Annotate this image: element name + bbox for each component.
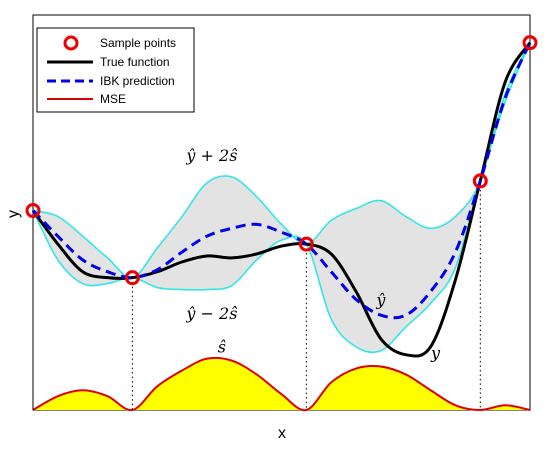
shat-label: ŝ — [218, 338, 226, 357]
sample-point — [124, 270, 140, 286]
mse-area — [33, 357, 530, 411]
legend-label-sample-points: Sample points — [100, 36, 176, 50]
true-function-line — [31, 41, 532, 358]
yhat-label: ŷ — [375, 290, 386, 309]
legend-label-ibk-prediction: IBK prediction — [100, 74, 175, 88]
confidence-band-layer — [32, 42, 531, 354]
annotations: ŷ + 2ŝ ŷ − 2ŝ ŷ y ŝ — [185, 146, 441, 363]
mse-layer — [32, 356, 531, 412]
series-lines — [31, 41, 532, 358]
lower-label: ŷ − 2ŝ — [185, 304, 237, 323]
sample-point — [522, 35, 538, 51]
legend-label-mse: MSE — [100, 92, 126, 106]
y-label: y — [430, 344, 441, 363]
sample-markers — [25, 35, 538, 286]
confidence-band-fill — [33, 42, 530, 353]
y-axis-title: y — [5, 210, 22, 218]
lower-bound-curve — [32, 42, 531, 354]
sample-point — [298, 236, 314, 252]
legend: Sample points True function IBK predicti… — [36, 27, 195, 113]
legend-sample-marker — [63, 35, 79, 51]
upper-label: ŷ + 2ŝ — [185, 146, 237, 165]
sample-point — [472, 173, 488, 189]
sample-point — [25, 203, 41, 219]
mse-line — [32, 356, 531, 412]
ibk-prediction-line — [31, 42, 532, 320]
legend-label-true-function: True function — [100, 55, 170, 69]
sample-droplines — [32, 42, 531, 410]
x-axis-title: x — [278, 425, 286, 442]
upper-bound-curve — [32, 42, 531, 279]
